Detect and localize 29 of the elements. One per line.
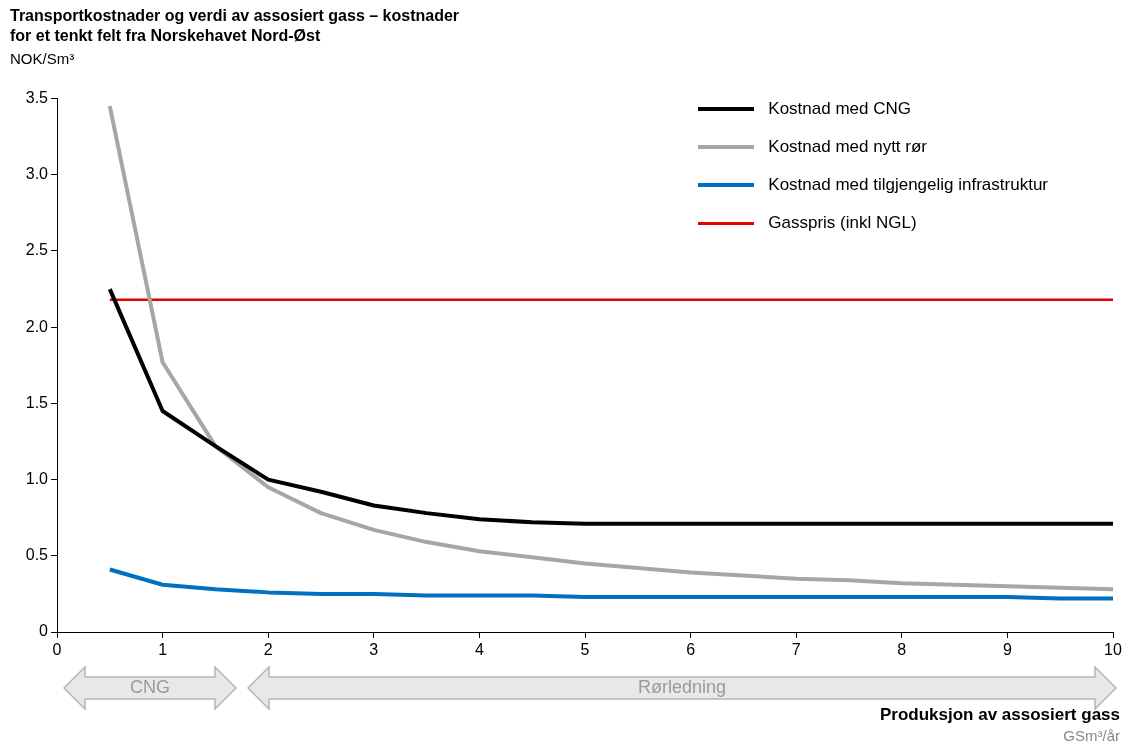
y-tick-label: 2.0 xyxy=(25,317,49,335)
text: Rørledning xyxy=(636,677,727,698)
legend-label: Gasspris (inkl NGL) xyxy=(768,213,917,233)
chart-title: Transportkostnader og verdi av assosiert gass – kostnader for et tenkt felt fra Norskehavet Nord-Øst xyxy=(10,6,461,46)
x-tick-label: 0 xyxy=(52,641,62,659)
x-tick-label: 6 xyxy=(686,641,696,659)
text: GSm³/år xyxy=(1063,727,1120,744)
x-tick-label: 8 xyxy=(897,641,907,659)
legend-label: Kostnad med CNG xyxy=(768,99,911,119)
x-tick-label: 1 xyxy=(158,641,168,659)
y-tick-label: 0.5 xyxy=(25,546,49,564)
y-tick-label: 1.5 xyxy=(25,393,49,411)
y-tick-label: 1.0 xyxy=(25,470,49,488)
y-tick-label: 3.5 xyxy=(25,89,49,107)
x-tick-label: 5 xyxy=(580,641,590,659)
legend-label: Kostnad med tilgjengelig infrastruktur xyxy=(768,175,1048,195)
y-tick-label: 3.0 xyxy=(25,165,49,183)
y-axis-title: NOK/Sm³ xyxy=(10,50,75,67)
legend-label: Kostnad med nytt rør xyxy=(768,137,928,157)
x-tick-label: 4 xyxy=(474,641,484,659)
y-tick-label: 0 xyxy=(39,622,49,640)
x-tick-label: 9 xyxy=(1002,641,1012,659)
x-axis-title: Produksjon av assosiert gass xyxy=(880,705,1120,725)
text: CNG xyxy=(129,677,171,698)
y-tick-label: 2.5 xyxy=(25,241,49,259)
x-tick-label: 2 xyxy=(263,641,273,659)
x-tick-label: 10 xyxy=(1104,641,1122,659)
x-tick-label: 7 xyxy=(791,641,801,659)
x-tick-label: 3 xyxy=(369,641,379,659)
